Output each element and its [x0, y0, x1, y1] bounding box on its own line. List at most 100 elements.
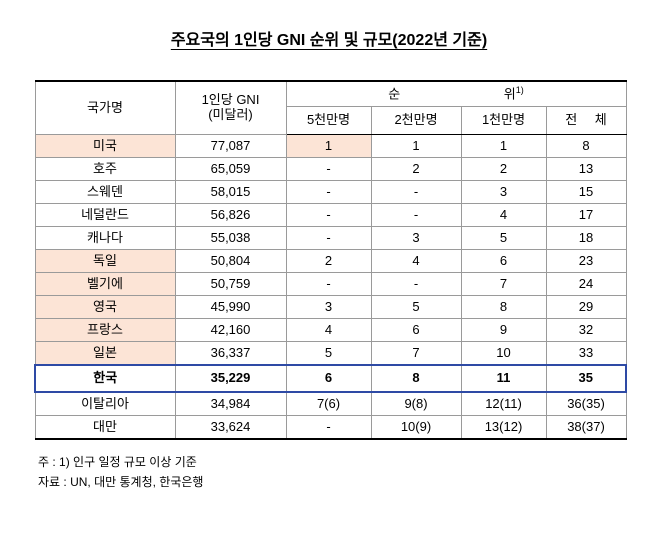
cell-rank-50m: -	[285, 180, 372, 204]
cell-rank-10m: 9	[460, 318, 547, 342]
cell-rank-50m: -	[285, 415, 372, 440]
cell-rank-20m: 3	[370, 226, 462, 250]
col-header-total: 전 체	[545, 106, 627, 135]
cell-rank-20m: 2	[370, 157, 462, 181]
cell-rank-total: 24	[545, 272, 627, 296]
table-row-australia: 호주 65,059 - 2 2 13	[34, 157, 627, 181]
cell-rank-10m: 2	[460, 157, 547, 181]
cell-rank-total: 8	[545, 134, 627, 158]
cell-country: 프랑스	[34, 318, 176, 342]
cell-country: 영국	[34, 295, 176, 319]
cell-rank-20m: 8	[370, 364, 462, 393]
cell-rank-10m: 10	[460, 341, 547, 366]
cell-country: 대만	[34, 415, 176, 440]
cell-rank-50m: 6	[285, 364, 372, 393]
table-row-usa: 미국 77,087 1 1 1 8	[34, 134, 627, 158]
cell-rank-total: 33	[545, 341, 627, 366]
col-header-gni-line1: 1인당 GNI	[201, 92, 260, 108]
table-body: 미국 77,087 1 1 1 8 호주 65,059 - 2 2 13 스웨덴…	[34, 134, 627, 440]
cell-rank-50m: -	[285, 272, 372, 296]
table-row-japan: 일본 36,337 5 7 10 33	[34, 341, 627, 366]
cell-rank-10m: 12(11)	[460, 391, 547, 416]
cell-gni: 77,087	[174, 134, 287, 158]
cell-country: 캐나다	[34, 226, 176, 250]
table-row-uk: 영국 45,990 3 5 8 29	[34, 295, 627, 319]
cell-rank-20m: -	[370, 203, 462, 227]
table-row-korea: 한국 35,229 6 8 11 35	[34, 364, 627, 393]
rank-footnote-mark: 1)	[515, 85, 524, 96]
col-header-pop50m: 5천만명	[285, 106, 372, 135]
cell-rank-50m: 3	[285, 295, 372, 319]
cell-rank-10m: 3	[460, 180, 547, 204]
page-title: 주요국의 1인당 GNI 순위 및 규모(2022년 기준)	[170, 32, 488, 49]
cell-rank-total: 32	[545, 318, 627, 342]
cell-rank-total: 38(37)	[545, 415, 627, 440]
cell-rank-20m: 7	[370, 341, 462, 366]
cell-gni: 33,624	[174, 415, 287, 440]
cell-rank-20m: 5	[370, 295, 462, 319]
col-header-pop10m: 1천만명	[460, 106, 547, 135]
cell-rank-total: 13	[545, 157, 627, 181]
gni-rank-table: 국가명 1인당 GNI (미달러) 순 위1) 5천만명 2천만명 1천만명 전…	[34, 80, 627, 440]
cell-gni: 65,059	[174, 157, 287, 181]
cell-rank-10m: 13(12)	[460, 415, 547, 440]
cell-rank-20m: 4	[370, 249, 462, 273]
cell-gni: 36,337	[174, 341, 287, 366]
cell-gni: 35,229	[174, 364, 287, 393]
cell-rank-total: 18	[545, 226, 627, 250]
table-header: 국가명 1인당 GNI (미달러) 순 위1) 5천만명 2천만명 1천만명 전…	[34, 80, 627, 135]
cell-country: 호주	[34, 157, 176, 181]
table-row-canada: 캐나다 55,038 - 3 5 18	[34, 226, 627, 250]
cell-gni: 58,015	[174, 180, 287, 204]
cell-gni: 50,759	[174, 272, 287, 296]
cell-country: 벨기에	[34, 272, 176, 296]
cell-gni: 50,804	[174, 249, 287, 273]
cell-country: 이탈리아	[34, 391, 176, 416]
table-row-belgium: 벨기에 50,759 - - 7 24	[34, 272, 627, 296]
table-row-italy: 이탈리아 34,984 7(6) 9(8) 12(11) 36(35)	[34, 391, 627, 416]
cell-rank-50m: 7(6)	[285, 391, 372, 416]
cell-rank-total: 35	[545, 364, 627, 393]
cell-rank-10m: 5	[460, 226, 547, 250]
cell-rank-20m: -	[370, 180, 462, 204]
cell-gni: 56,826	[174, 203, 287, 227]
cell-rank-20m: 6	[370, 318, 462, 342]
cell-rank-10m: 11	[460, 364, 547, 393]
cell-rank-10m: 7	[460, 272, 547, 296]
cell-country: 미국	[34, 134, 176, 158]
cell-rank-50m: 4	[285, 318, 372, 342]
cell-rank-20m: 9(8)	[370, 391, 462, 416]
cell-rank-50m: -	[285, 226, 372, 250]
cell-rank-50m: -	[285, 157, 372, 181]
cell-rank-total: 29	[545, 295, 627, 319]
col-header-pop20m: 2천만명	[370, 106, 462, 135]
cell-rank-total: 23	[545, 249, 627, 273]
table-row-france: 프랑스 42,160 4 6 9 32	[34, 318, 627, 342]
col-header-gni: 1인당 GNI (미달러)	[174, 80, 287, 135]
table-row-netherlands: 네덜란드 56,826 - - 4 17	[34, 203, 627, 227]
cell-rank-50m: 1	[285, 134, 372, 158]
cell-rank-10m: 1	[460, 134, 547, 158]
cell-country: 독일	[34, 249, 176, 273]
col-header-country: 국가명	[34, 80, 176, 135]
cell-rank-10m: 4	[460, 203, 547, 227]
cell-gni: 34,984	[174, 391, 287, 416]
table-row-taiwan: 대만 33,624 - 10(9) 13(12) 38(37)	[34, 415, 627, 440]
cell-rank-total: 17	[545, 203, 627, 227]
col-header-gni-line2: (미달러)	[208, 107, 253, 122]
header-row-top: 국가명 1인당 GNI (미달러) 순 위1)	[34, 80, 627, 135]
cell-rank-total: 15	[545, 180, 627, 204]
header-row-sub: 5천만명 2천만명 1천만명 전 체	[35, 106, 627, 135]
cell-rank-10m: 6	[460, 249, 547, 273]
cell-rank-20m: 1	[370, 134, 462, 158]
cell-country: 일본	[34, 341, 176, 366]
cell-country: 한국	[34, 364, 176, 393]
note-basis: 주 : 1) 인구 일정 규모 이상 기준	[38, 455, 197, 469]
cell-gni: 45,990	[174, 295, 287, 319]
cell-rank-50m: 5	[285, 341, 372, 366]
cell-rank-50m: 2	[285, 249, 372, 273]
cell-rank-50m: -	[285, 203, 372, 227]
cell-gni: 42,160	[174, 318, 287, 342]
cell-rank-total: 36(35)	[545, 391, 627, 416]
cell-country: 네덜란드	[34, 203, 176, 227]
